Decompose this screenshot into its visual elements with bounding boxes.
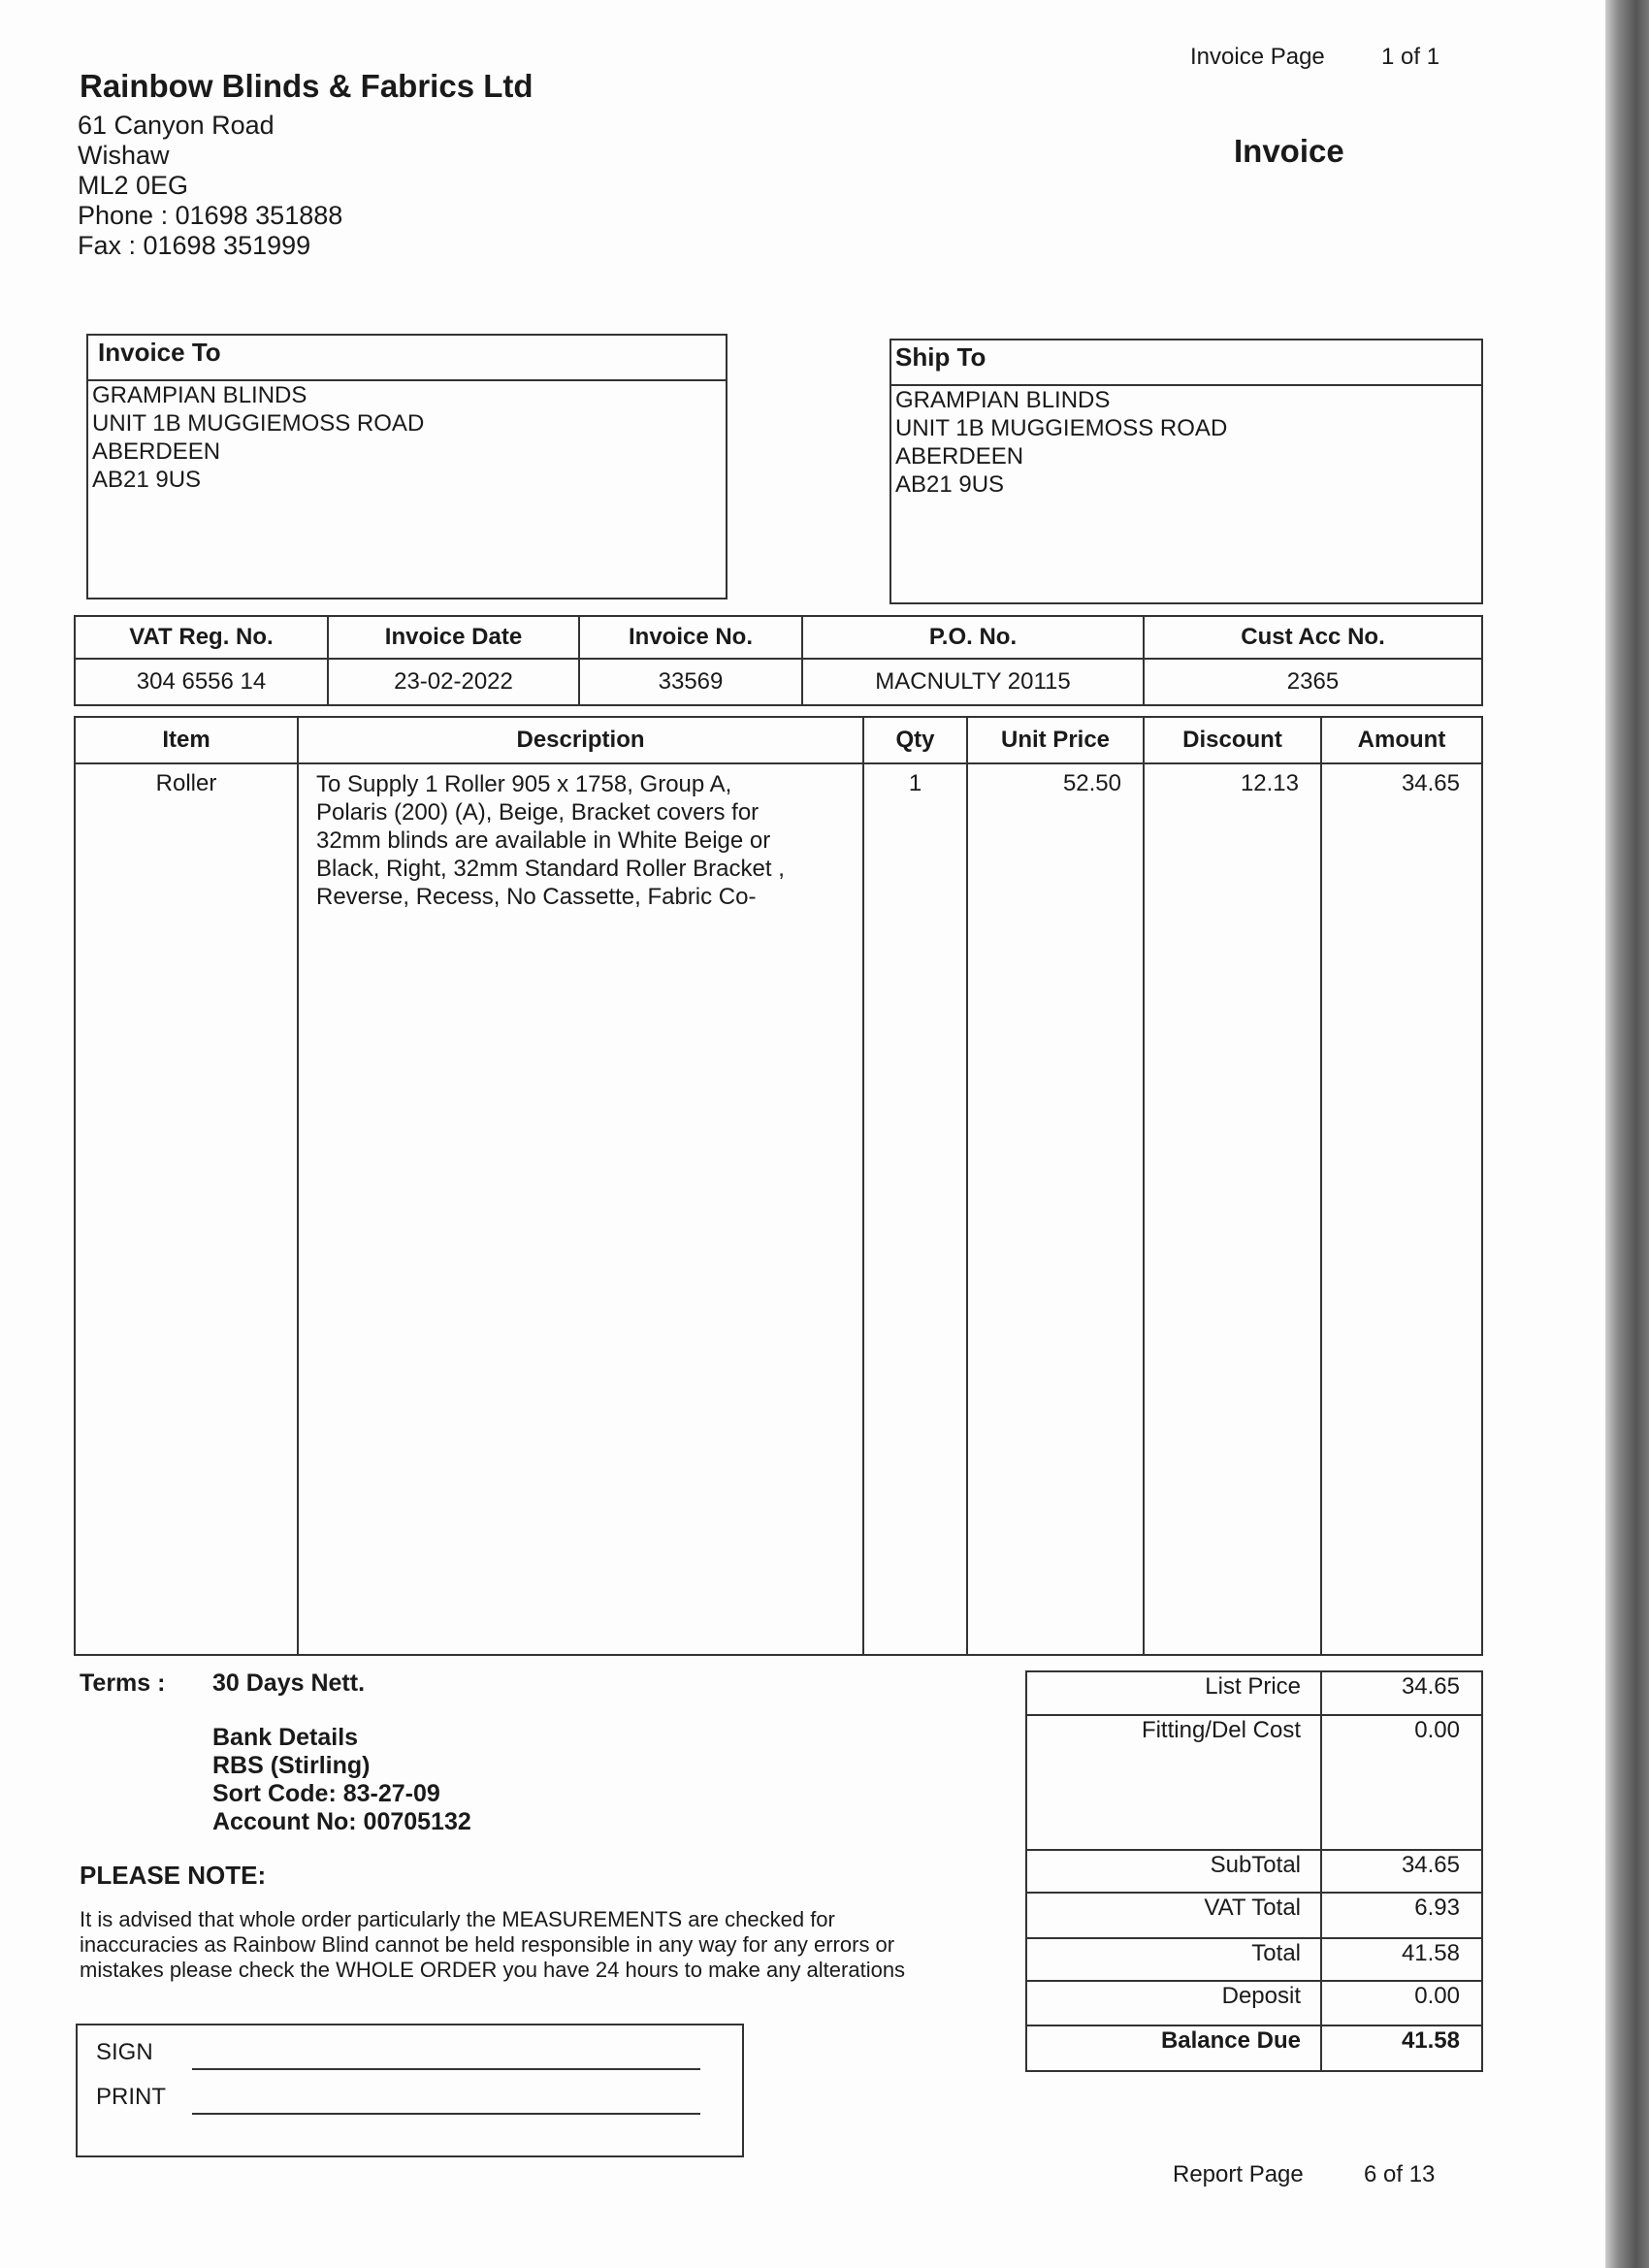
qty-cell: 1 (862, 762, 968, 1656)
po-number: MACNULTY 20115 (801, 658, 1145, 706)
description-line: 32mm blinds are available in White Beige… (316, 827, 771, 854)
list-price-value: 34.65 (1320, 1670, 1483, 1716)
cust-acc-header: Cust Acc No. (1143, 615, 1483, 660)
discount-header: Discount (1143, 716, 1322, 764)
account-number: Account No: 00705132 (212, 1808, 471, 1835)
address-line: ML2 0EG (78, 171, 189, 200)
report-page-value: 6 of 13 (1364, 2161, 1436, 2187)
subtotal-value: 34.65 (1320, 1849, 1483, 1894)
list-price-label: List Price (1025, 1670, 1322, 1716)
amount-header: Amount (1320, 716, 1483, 764)
note-line: It is advised that whole order particula… (80, 1907, 835, 1931)
signature-box: SIGN PRINT (76, 2024, 744, 2157)
report-page-label: Report Page (1173, 2161, 1304, 2187)
invoice-number: 33569 (578, 658, 803, 706)
scanner-edge (1605, 0, 1649, 2268)
sign-label: SIGN (96, 2039, 153, 2065)
address-line: GRAMPIAN BLINDS (92, 382, 307, 408)
deposit-value: 0.00 (1320, 1980, 1483, 2026)
qty-header: Qty (862, 716, 968, 764)
ship-to-label: Ship To (891, 340, 1481, 386)
totals-table: List Price 34.65 Fitting/Del Cost 0.00 Sub… (1025, 1670, 1483, 2072)
address-line: AB21 9US (92, 467, 202, 493)
invoice-to-label: Invoice To (88, 336, 726, 381)
terms-label: Terms : (80, 1669, 166, 1697)
invoice-page-value: 1 of 1 (1381, 44, 1440, 70)
vat-number: 304 6556 14 (74, 658, 329, 706)
address-line: ABERDEEN (92, 438, 221, 465)
bank-title: Bank Details (212, 1724, 359, 1751)
invoice-to-box: Invoice To GRAMPIAN BLINDS UNIT 1B MUGGI… (86, 334, 728, 599)
ship-to-box: Ship To GRAMPIAN BLINDS UNIT 1B MUGGIEMO… (889, 339, 1483, 604)
sort-code: Sort Code: 83-27-09 (212, 1780, 440, 1807)
address-line: GRAMPIAN BLINDS (895, 387, 1111, 413)
unit-price-cell: 52.50 (966, 762, 1145, 1656)
description-line: To Supply 1 Roller 905 x 1758, Group A, (316, 771, 732, 797)
document-title: Invoice (1234, 133, 1344, 169)
unit-price-header: Unit Price (966, 716, 1145, 764)
items-table: Item Description Qty Unit Price Discount Amou… (74, 716, 1483, 1656)
print-line[interactable] (192, 2113, 700, 2115)
terms-value: 30 Days Nett. (212, 1669, 366, 1697)
address-line: AB21 9US (895, 471, 1005, 498)
company-address: 61 Canyon Road Wishaw ML2 0EG Phone : 01… (78, 111, 342, 261)
address-line: Wishaw (78, 141, 170, 170)
amount-cell: 34.65 (1320, 762, 1483, 1656)
note-line: inaccuracies as Rainbow Blind cannot be … (80, 1932, 895, 1957)
invoice-page-label: Invoice Page (1190, 44, 1325, 70)
subtotal-label: SubTotal (1025, 1849, 1322, 1894)
note-line: mistakes please check the WHOLE ORDER yo… (80, 1958, 906, 1982)
balance-due-label: Balance Due (1025, 2025, 1322, 2072)
sign-line[interactable] (192, 2068, 700, 2070)
invoice-date: 23-02-2022 (327, 658, 580, 706)
fitting-label: Fitting/Del Cost (1025, 1714, 1322, 1851)
table-row: Roller To Supply 1 Roller 905 x 1758, Gr… (74, 762, 1483, 1656)
total-value: 41.58 (1320, 1937, 1483, 1982)
bank-details: Bank Details RBS (Stirling) Sort Code: 8… (212, 1724, 471, 1836)
date-header: Invoice Date (327, 615, 580, 660)
description-header: Description (297, 716, 864, 764)
item-header: Item (74, 716, 299, 764)
item-cell: Roller (74, 762, 299, 1656)
note-text: It is advised that whole order particula… (80, 1907, 905, 1983)
invoice-info-table: VAT Reg. No. Invoice Date Invoice No. P.O. … (74, 615, 1483, 706)
address-line: UNIT 1B MUGGIEMOSS ROAD (895, 415, 1228, 441)
total-label: Total (1025, 1937, 1322, 1982)
bank-name: RBS (Stirling) (212, 1752, 371, 1779)
vat-total-label: VAT Total (1025, 1892, 1322, 1939)
deposit-label: Deposit (1025, 1980, 1322, 2026)
description-cell: To Supply 1 Roller 905 x 1758, Group A, … (297, 762, 864, 1656)
invoice-no-header: Invoice No. (578, 615, 803, 660)
cust-acc-number: 2365 (1143, 658, 1483, 706)
company-name: Rainbow Blinds & Fabrics Ltd (80, 68, 534, 104)
phone: Phone : 01698 351888 (78, 201, 343, 230)
vat-header: VAT Reg. No. (74, 615, 329, 660)
vat-total-value: 6.93 (1320, 1892, 1483, 1939)
print-label: PRINT (96, 2084, 166, 2110)
address-line: ABERDEEN (895, 443, 1024, 470)
description-line: Reverse, Recess, No Cassette, Fabric Co- (316, 884, 757, 910)
discount-cell: 12.13 (1143, 762, 1322, 1656)
fitting-value: 0.00 (1320, 1714, 1483, 1851)
fax: Fax : 01698 351999 (78, 231, 311, 260)
please-note-title: PLEASE NOTE: (80, 1861, 267, 1890)
po-header: P.O. No. (801, 615, 1145, 660)
description-line: Polaris (200) (A), Beige, Bracket covers… (316, 799, 760, 826)
address-line: 61 Canyon Road (78, 111, 275, 140)
balance-due-value: 41.58 (1320, 2025, 1483, 2072)
description-line: Black, Right, 32mm Standard Roller Brack… (316, 856, 785, 882)
address-line: UNIT 1B MUGGIEMOSS ROAD (92, 410, 425, 437)
